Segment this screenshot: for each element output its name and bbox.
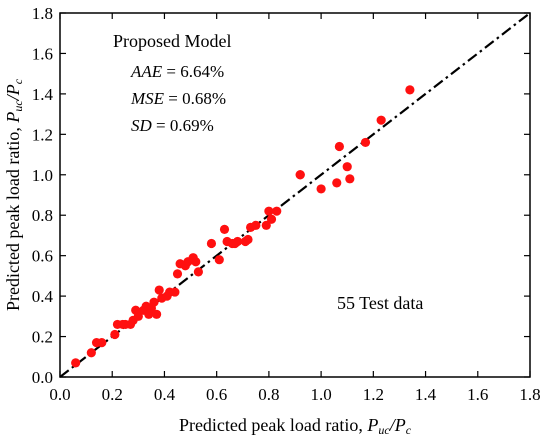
annotation-aae: AAE = 6.64% [130,62,224,81]
data-point [405,85,415,95]
data-point [232,236,243,247]
x-tick-label: 1.8 [519,385,540,404]
reference-line-group [59,12,531,378]
y-tick-label: 0.8 [32,206,53,225]
data-point [97,338,107,348]
y-tick-label: 0.2 [32,328,53,347]
annotation-mse: MSE = 0.68% [130,89,226,108]
data-point [191,257,201,267]
data-points [71,85,415,368]
data-point [332,178,342,188]
y-tick-label: 1.4 [32,85,54,104]
data-point [193,267,203,277]
data-point [272,206,282,216]
data-point [266,214,277,224]
data-point [251,220,261,230]
data-point [120,319,130,330]
data-point [170,287,180,297]
y-tick-label: 0.0 [32,368,53,387]
data-point [219,224,230,234]
data-point [152,309,162,319]
reference-line [59,12,531,378]
y-tick-label: 1.2 [32,125,53,144]
x-tick-label: 0.4 [154,385,176,404]
data-point [316,184,326,194]
data-point [243,234,253,245]
data-point [360,137,371,148]
data-point [345,174,355,184]
data-point [133,311,143,321]
data-point [342,162,352,172]
annotation-sd: SD = 0.69% [131,116,214,135]
x-tick-label: 1.2 [363,385,384,404]
data-point [376,115,386,125]
data-point [334,141,344,152]
y-axis-title: Predicted peak load ratio, Puc/Pc [3,78,25,311]
x-axis-title: Predicted peak load ratio, Puc/Pc [179,415,412,437]
x-tick-label: 1.6 [467,385,488,404]
data-point [264,206,274,216]
data-point [206,238,217,249]
data-point [86,348,96,358]
y-tick-label: 1.6 [32,44,53,63]
x-tick-label: 0.0 [49,385,70,404]
y-tick-label: 0.6 [32,247,53,266]
data-point [295,170,305,180]
data-point [149,297,159,307]
data-point [71,358,81,368]
x-tick-label: 0.2 [102,385,123,404]
test-count-label: 55 Test data [337,293,423,313]
data-point [172,269,183,279]
data-point [180,261,190,271]
data-point [214,255,224,265]
y-tick-label: 1.8 [32,4,53,23]
y-tick-label: 1.0 [32,166,53,185]
x-tick-label: 1.4 [415,385,437,404]
axis-ticks: 0.0 0.2 0.4 0.6 0.8 1.0 1.2 1.4 1.6 1.8 0.0 0.2 0.4 0… [32,4,541,404]
plot-frame [59,12,531,378]
annotation-title: Proposed Model [113,31,232,51]
x-tick-label: 1.0 [310,385,331,404]
data-point [154,285,164,295]
x-tick-label: 0.6 [206,385,227,404]
x-tick-label: 0.8 [258,385,279,404]
data-point [261,220,271,230]
y-tick-label: 0.4 [32,287,54,306]
data-point [110,329,120,340]
